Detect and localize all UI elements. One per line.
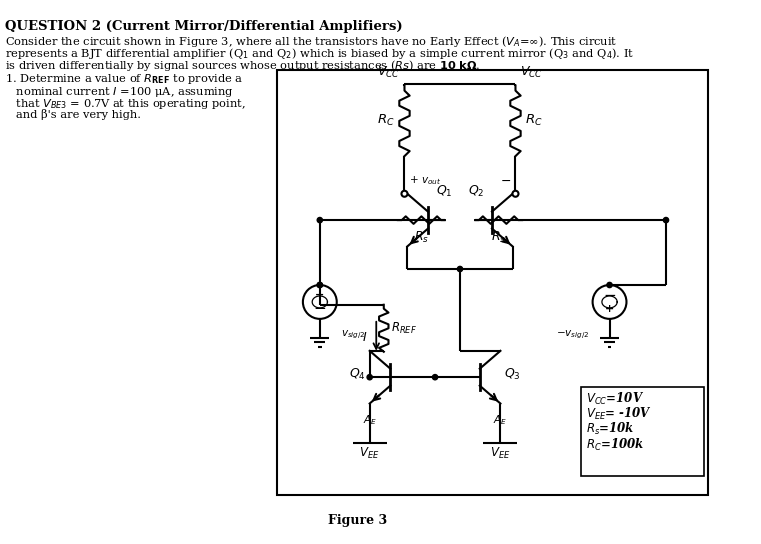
Text: QUESTION 2 (Current Mirror/Differential Amplifiers): QUESTION 2 (Current Mirror/Differential … (5, 20, 403, 33)
Text: $R_C$: $R_C$ (525, 113, 543, 128)
Text: $Q_2$: $Q_2$ (468, 184, 485, 200)
Circle shape (432, 375, 438, 380)
Text: $R_{REF}$: $R_{REF}$ (391, 321, 417, 336)
Bar (581, 387, 704, 476)
Text: nominal current $I$ =100 μA, assuming: nominal current $I$ =100 μA, assuming (5, 85, 234, 98)
Text: $V_{EE}$: $V_{EE}$ (359, 446, 380, 461)
Text: $R_s$=10k: $R_s$=10k (586, 422, 635, 437)
Text: $A_E$: $A_E$ (493, 413, 508, 426)
Text: $V_{CC}$=10V: $V_{CC}$=10V (586, 391, 645, 407)
Text: 1. Determine a value of $\mathbf{\mathit{R}_{REF}}$ to provide a: 1. Determine a value of $\mathbf{\mathit… (5, 72, 243, 86)
Circle shape (457, 267, 463, 271)
Text: $A_E$: $A_E$ (362, 413, 377, 426)
Circle shape (317, 218, 323, 222)
Text: that $V_{BE3}$ = 0.7V at this operating point,: that $V_{BE3}$ = 0.7V at this operating … (5, 97, 246, 111)
Text: $V_{EE}$= -10V: $V_{EE}$= -10V (586, 406, 652, 423)
Text: represents a BJT differential amplifier (Q$_1$ and Q$_2$) which is biased by a s: represents a BJT differential amplifier … (5, 46, 634, 61)
Circle shape (512, 191, 518, 197)
Text: $v_{sig/2}$: $v_{sig/2}$ (340, 328, 365, 341)
Text: −: − (314, 301, 326, 316)
Text: $R_C$: $R_C$ (377, 113, 395, 128)
Text: $R_s$: $R_s$ (414, 230, 429, 245)
Text: $+\ v_{out}$: $+\ v_{out}$ (409, 175, 441, 187)
Text: Figure 3: Figure 3 (328, 514, 387, 527)
Circle shape (317, 282, 323, 288)
Text: $R_s$: $R_s$ (491, 230, 506, 245)
Circle shape (367, 375, 372, 380)
Text: is driven differentially by signal sources whose output resistances ($Rs$) are $: is driven differentially by signal sourc… (5, 58, 480, 73)
Text: $-v_{sig/2}$: $-v_{sig/2}$ (556, 328, 589, 341)
Text: and β's are very high.: and β's are very high. (5, 109, 141, 120)
Circle shape (607, 282, 612, 288)
Circle shape (402, 191, 407, 197)
Text: +: + (315, 290, 324, 300)
Bar (278, 70, 708, 494)
Text: +: + (605, 304, 614, 313)
Text: $R_C$=100k: $R_C$=100k (586, 436, 645, 453)
Text: $V_{CC}$: $V_{CC}$ (521, 65, 543, 80)
Text: $Q_3$: $Q_3$ (505, 367, 521, 382)
Text: $-$: $-$ (500, 174, 511, 187)
Circle shape (317, 282, 323, 288)
Text: −: − (603, 288, 616, 303)
Text: $Q_1$: $Q_1$ (435, 184, 452, 200)
Text: $I$: $I$ (362, 331, 368, 344)
Text: $Q_4$: $Q_4$ (349, 367, 366, 382)
Text: Consider the circuit shown in Figure 3, where all the transistors have no Early : Consider the circuit shown in Figure 3, … (5, 34, 617, 49)
Circle shape (664, 218, 669, 222)
Text: $V_{EE}$: $V_{EE}$ (490, 446, 511, 461)
Text: $V_{CC}$: $V_{CC}$ (377, 65, 400, 80)
